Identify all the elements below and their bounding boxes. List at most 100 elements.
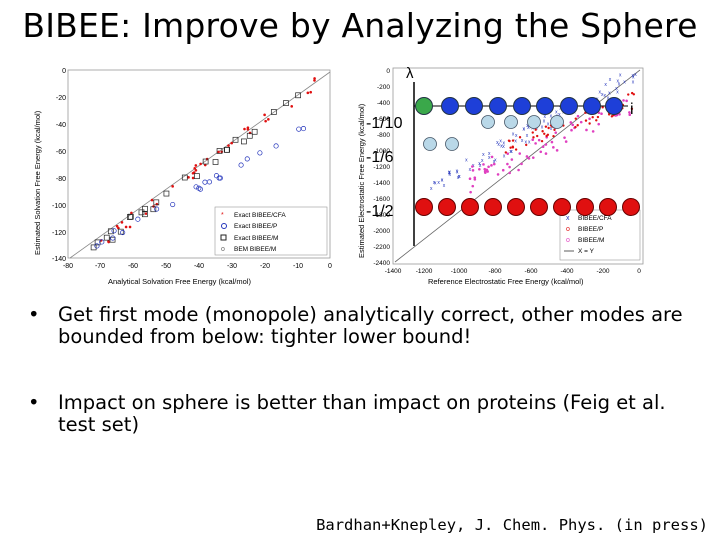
left-point-p — [257, 150, 263, 156]
right-point-cfa: x — [523, 126, 526, 132]
right-point-m — [478, 167, 481, 171]
right-point-cfa: x — [503, 154, 506, 160]
left-point-cfa — [230, 141, 233, 145]
right-point-m — [585, 128, 588, 132]
left-point-m — [224, 146, 230, 153]
left-point-cfa — [150, 198, 154, 202]
right-point-p — [511, 139, 515, 142]
right-point-p — [576, 124, 579, 127]
right-point-p — [504, 151, 508, 154]
left-point-m — [150, 206, 157, 213]
lambda-symbol: λ — [406, 65, 414, 82]
right-point-cfa: x — [512, 132, 515, 138]
right-point-cfa: x — [528, 140, 531, 146]
eigenvalue-dot — [583, 97, 601, 115]
left-point-p — [202, 179, 208, 185]
right-point-m — [539, 150, 543, 154]
left-point-m — [295, 92, 301, 99]
eigenvalue-dot — [513, 97, 531, 115]
right-point-cfa: x — [601, 92, 604, 98]
right-point-p — [552, 134, 555, 138]
right-point-m — [520, 162, 523, 166]
right-xtick: 0 — [637, 268, 641, 275]
right-point-cfa: x — [550, 114, 553, 120]
left-xtick: -10 — [293, 263, 303, 270]
right-point-m — [628, 113, 632, 117]
right-point-cfa: x — [448, 169, 451, 175]
row-label: -1/2 — [366, 203, 394, 220]
right-ytick: -1200 — [373, 164, 390, 171]
right-point-p — [518, 136, 522, 139]
right-point-m — [531, 156, 535, 159]
right-xtick: -600 — [524, 268, 537, 275]
right-point-m — [471, 184, 475, 188]
left-point-cfa — [290, 105, 294, 108]
right-point-m — [628, 111, 631, 114]
left-legend-entry: Exact BIBEE/P — [234, 223, 277, 230]
right-point-p — [574, 117, 577, 120]
right-point-m — [525, 155, 529, 158]
right-point-cfa: x — [502, 144, 505, 150]
right-ytick: -1600 — [373, 196, 390, 203]
left-ytick: -120 — [52, 230, 66, 237]
right-point-cfa: x — [631, 73, 634, 79]
right-point-cfa: x — [535, 126, 538, 132]
left-point-p — [120, 230, 126, 236]
right-point-p — [627, 93, 630, 96]
left-point-cfa — [309, 90, 312, 94]
right-point-cfa: x — [543, 114, 546, 120]
right-chart: Estimated Electrostatic Free Energy (kca… — [357, 67, 644, 286]
eigenvalue-dot — [465, 97, 483, 115]
left-point-m — [142, 211, 148, 218]
right-point-cfa: x — [456, 169, 459, 175]
left-point-m — [246, 132, 253, 139]
left-y-ticks: 0 -20 -40 -60 -80 -100 -120 -140 — [52, 68, 66, 263]
right-point-m — [496, 173, 500, 176]
eigenvalue-dot-red — [622, 198, 640, 216]
right-legend-box — [559, 209, 641, 261]
left-ytick: -60 — [56, 149, 66, 156]
right-point-cfa: x — [509, 149, 512, 155]
right-point-m — [482, 163, 485, 166]
left-point-m — [202, 158, 209, 165]
left-point-p — [213, 173, 220, 179]
right-point-cfa: x — [457, 175, 460, 181]
right-point-cfa: x — [632, 74, 635, 80]
left-xtick: -70 — [95, 263, 105, 270]
right-point-m — [622, 99, 625, 102]
right-point-p — [547, 126, 550, 130]
left-xtick: -30 — [227, 263, 237, 270]
left-chart: Estimated Solvation Free Energy (kcal/mo… — [33, 68, 332, 286]
left-point-cfa — [128, 225, 132, 229]
right-point-m — [471, 169, 475, 172]
right-point-m — [564, 140, 568, 143]
right-xtick: -400 — [560, 268, 573, 275]
left-point-p — [94, 243, 100, 249]
left-point-cfa — [130, 211, 133, 215]
right-point-cfa: x — [469, 167, 472, 173]
left-plot-area — [67, 69, 331, 259]
left-x-ticks: -80 -70 -60 -50 -40 -30 -20 -10 0 — [63, 263, 332, 270]
right-point-cfa: x — [494, 157, 497, 163]
right-point-m — [508, 165, 511, 169]
right-point-m — [471, 165, 474, 168]
left-xtick: -80 — [63, 263, 73, 270]
eigenvalue-dot — [415, 97, 433, 115]
left-point-cfa — [246, 128, 250, 131]
left-point-cfa — [263, 113, 266, 117]
right-ytick: 0 — [386, 68, 390, 75]
left-point-cfa — [217, 150, 220, 154]
left-point-cfa — [193, 166, 197, 170]
eigenvalue-dot — [560, 97, 578, 115]
right-point-m — [625, 99, 628, 103]
right-point-cfa: x — [609, 77, 612, 83]
right-ytick: -400 — [377, 100, 390, 107]
right-scatter: xxxxxxxxxxxxxxxxxxxxxxxxxxxxxxxxxxxxxxxx… — [430, 72, 637, 194]
bullet-item: • Impact on sphere is better than impact… — [28, 392, 708, 436]
right-point-cfa: x — [441, 178, 444, 184]
left-point-cfa — [264, 119, 267, 123]
left-point-p — [244, 156, 250, 162]
left-point-cfa — [191, 171, 195, 175]
eigenvalue-dot-red — [415, 198, 433, 216]
right-point-p — [591, 115, 594, 119]
